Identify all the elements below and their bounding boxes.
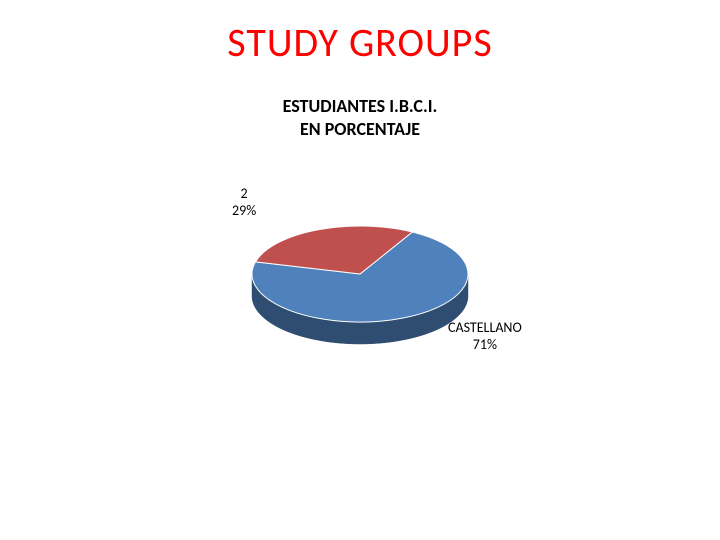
- main-title: STUDY GROUPS: [0, 18, 720, 67]
- subtitle-line2: EN PORCENTAJE: [300, 118, 420, 140]
- subtitle: ESTUDIANTES I.B.C.I. EN PORCENTAJE: [0, 95, 720, 140]
- pie-chart-svg: [220, 180, 500, 400]
- pie-chart: CASTELLANO 71%2 29%: [220, 180, 500, 400]
- pie-label-2: 2 29%: [232, 186, 256, 220]
- slide: STUDY GROUPS ESTUDIANTES I.B.C.I. EN POR…: [0, 0, 720, 540]
- subtitle-line1: ESTUDIANTES I.B.C.I.: [283, 95, 438, 117]
- pie-label-castellano: CASTELLANO 71%: [448, 320, 522, 354]
